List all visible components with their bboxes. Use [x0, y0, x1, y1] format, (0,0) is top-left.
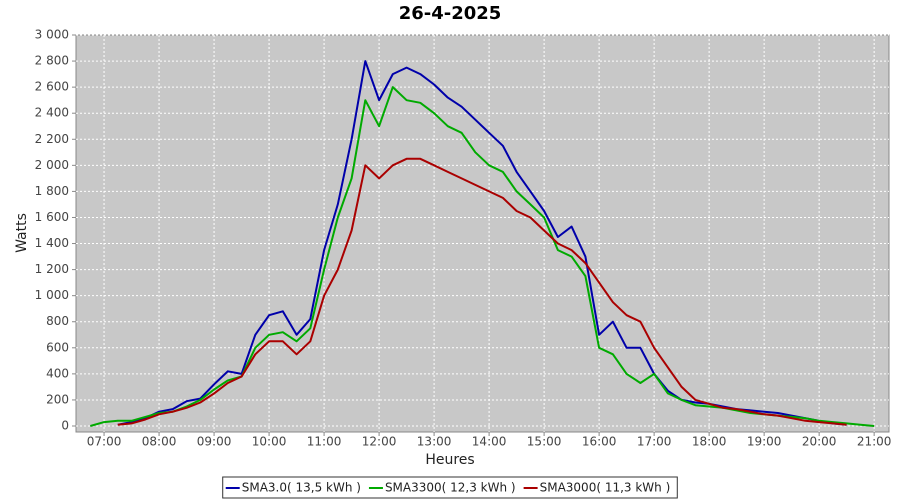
- x-axis-label: Heures: [425, 452, 474, 468]
- y-axis-label: Watts: [14, 213, 30, 253]
- legend-label: SMA3000( 11,3 kWh ): [540, 481, 671, 495]
- series-line: [117, 60, 847, 426]
- x-tick-label: 21:00: [857, 435, 892, 449]
- legend-label: SMA3300( 12,3 kWh ): [385, 481, 516, 495]
- y-tick-label: 0: [61, 419, 69, 433]
- series-line: [117, 157, 847, 426]
- x-tick-label: 07:00: [87, 435, 122, 449]
- series-line: [90, 86, 875, 427]
- y-tick-label: 2 600: [35, 80, 69, 94]
- plot-area: [75, 34, 890, 433]
- legend: [222, 476, 678, 499]
- y-tick-label: 3 000: [35, 28, 69, 42]
- chart-title: 26-4-2025: [399, 3, 502, 24]
- y-tick-label: 800: [46, 314, 69, 328]
- y-tick-label: 600: [46, 340, 69, 354]
- x-tick-label: 10:00: [252, 435, 287, 449]
- x-tick-label: 17:00: [637, 435, 672, 449]
- legend-label: SMA3.0( 13,5 kWh ): [242, 481, 361, 495]
- y-tick-label: 2 200: [35, 132, 69, 146]
- y-tick-label: 1 400: [35, 236, 69, 250]
- y-tick-label: 400: [46, 366, 69, 380]
- y-tick-label: 1 200: [35, 262, 69, 276]
- x-tick-label: 15:00: [527, 435, 562, 449]
- y-tick-label: 1 600: [35, 210, 69, 224]
- y-tick-label: 2 800: [35, 54, 69, 68]
- x-tick-label: 08:00: [142, 435, 177, 449]
- x-tick-label: 19:00: [747, 435, 782, 449]
- x-tick-label: 09:00: [197, 435, 232, 449]
- y-tick-label: 2 400: [35, 106, 69, 120]
- x-tick-label: 12:00: [362, 435, 397, 449]
- y-tick-label: 2 000: [35, 158, 69, 172]
- y-tick-label: 200: [46, 392, 69, 406]
- x-tick-label: 16:00: [582, 435, 617, 449]
- x-tick-label: 13:00: [417, 435, 452, 449]
- x-tick-label: 20:00: [802, 435, 837, 449]
- x-tick-label: 14:00: [472, 435, 507, 449]
- x-tick-label: 11:00: [307, 435, 342, 449]
- y-tick-label: 1 800: [35, 184, 69, 198]
- x-tick-label: 18:00: [692, 435, 727, 449]
- y-tick-label: 1 000: [35, 288, 69, 302]
